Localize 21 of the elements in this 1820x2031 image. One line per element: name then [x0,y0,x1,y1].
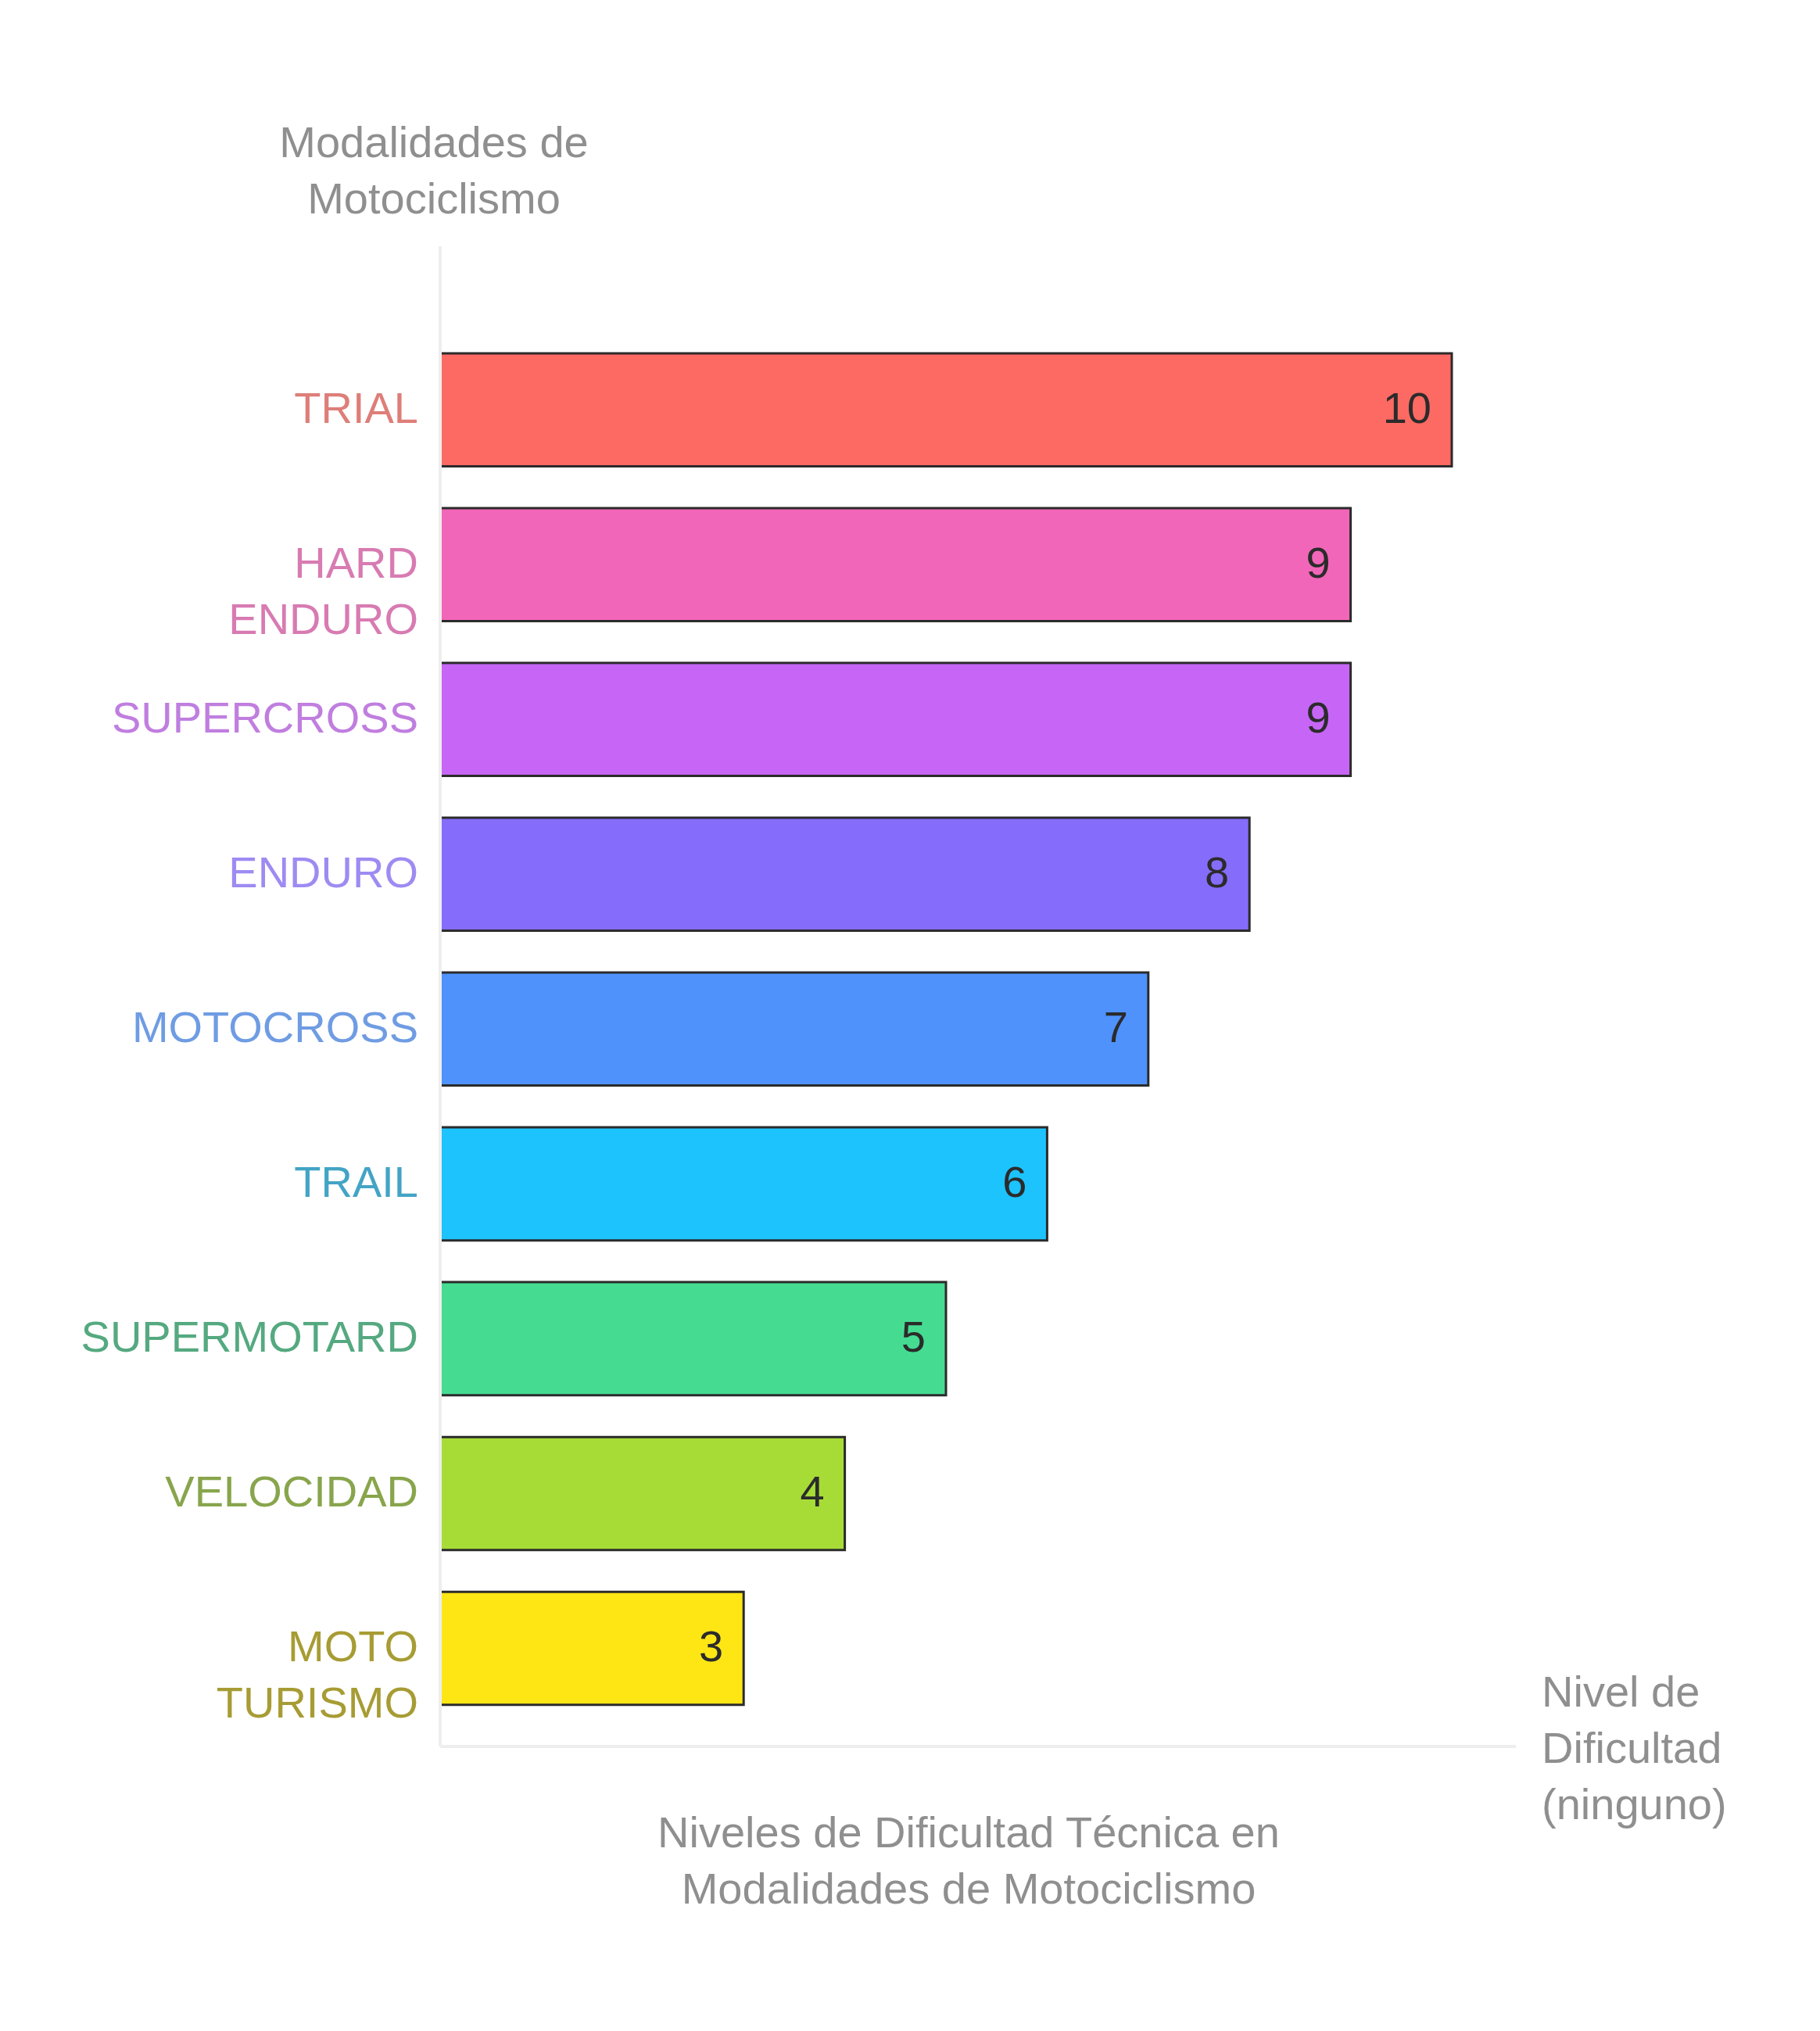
y-tick-label: ENDURO [228,847,418,897]
data-label: 8 [1205,847,1230,897]
y-tick-label: TRIAL [294,383,418,433]
data-label: 9 [1306,538,1331,588]
data-label: 3 [699,1621,724,1671]
y-tick-label: TRAIL [294,1157,418,1207]
data-label: 5 [901,1312,926,1362]
y-tick-label: HARD ENDURO [228,538,418,644]
y-tick-label: VELOCIDAD [165,1467,418,1517]
x-axis-title: Nivel de Dificultad (ninguno) [1542,1667,1727,1829]
y-tick-label: MOTOCROSS [131,1002,418,1052]
y-tick-label: SUPERMOTARD [81,1312,418,1362]
data-label: 6 [1002,1157,1027,1207]
data-label: 4 [800,1467,825,1517]
text: Niveles de Dificultad Técnica en Modalidades de Motociclismo [657,1807,1280,1913]
y-axis-title: Modalidades de Motociclismo [279,117,589,223]
y-tick-label: MOTO TURISMO [216,1621,418,1728]
data-label: 10 [1382,383,1431,433]
y-tick-label: SUPERCROSS [111,693,418,743]
data-label: 7 [1103,1002,1128,1052]
data-label: 9 [1306,693,1331,743]
